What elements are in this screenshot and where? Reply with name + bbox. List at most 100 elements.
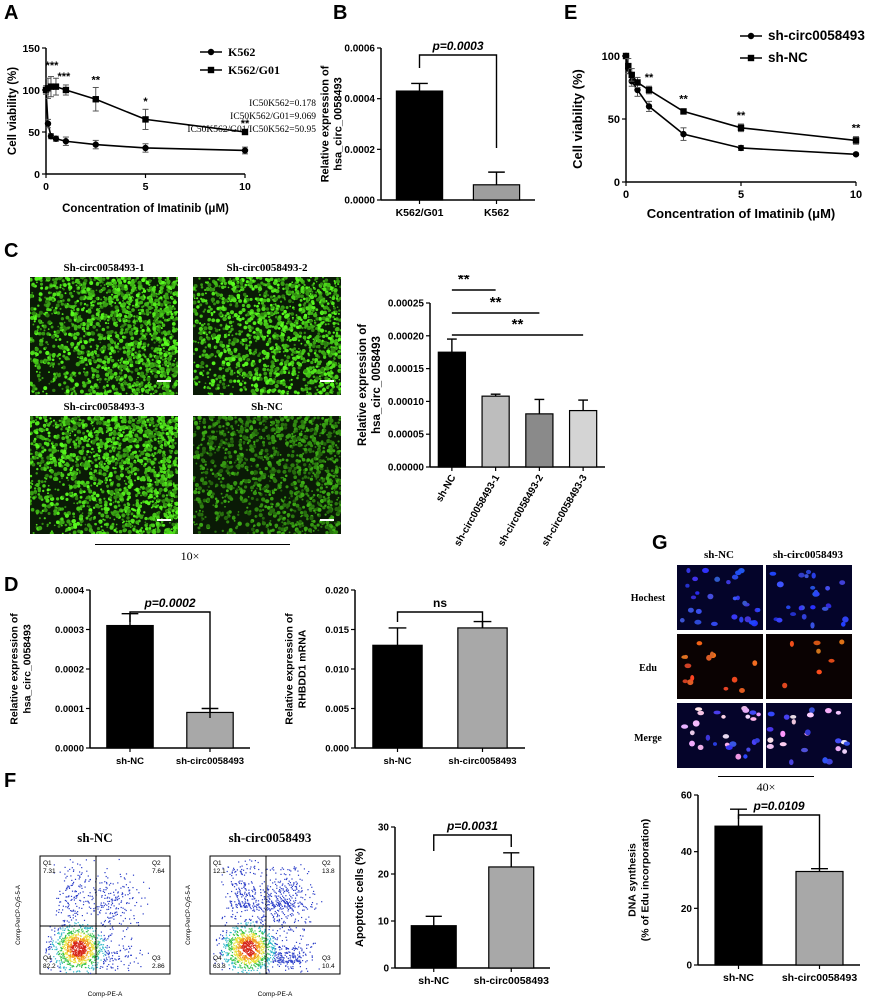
cell-dot — [106, 431, 108, 433]
cell-dot — [172, 283, 174, 285]
cell-dot — [155, 528, 157, 530]
cell-dot — [45, 478, 47, 480]
cell-dot — [79, 315, 81, 317]
cell-dot — [57, 300, 60, 303]
cell-dot — [34, 352, 37, 355]
cell-dot — [127, 324, 131, 328]
cell-dot — [75, 480, 78, 483]
cell-dot — [162, 364, 164, 366]
cell-dot — [156, 521, 160, 525]
cell-dot — [155, 519, 158, 522]
cell-dot — [135, 495, 137, 497]
cell-dot — [135, 299, 138, 302]
cell-dot — [307, 353, 309, 355]
cell-dot — [108, 332, 111, 335]
cell-dot — [122, 346, 125, 349]
cell-dot — [333, 307, 336, 310]
cell-dot — [114, 488, 118, 492]
cell-dot — [122, 335, 125, 338]
cell-dot — [32, 463, 36, 467]
cell-dot — [238, 333, 241, 336]
bar — [411, 926, 456, 968]
data-point — [45, 120, 51, 126]
cell-dot — [86, 496, 89, 499]
cell-dot — [129, 474, 131, 476]
cell-dot — [109, 479, 112, 482]
cell-dot — [280, 362, 284, 366]
cell-dot — [282, 379, 284, 381]
cell-dot — [171, 432, 174, 435]
cell-dot — [219, 297, 221, 299]
cell-dot — [198, 277, 200, 279]
cell-dot — [98, 449, 102, 453]
cell-dot — [288, 299, 292, 303]
cell-dot — [216, 300, 220, 304]
micrograph-sh-1 — [30, 277, 178, 395]
cell-dot — [275, 343, 278, 346]
cell-dot — [83, 464, 87, 468]
y-tick-label: 0.0001 — [55, 704, 85, 715]
data-point — [634, 79, 640, 85]
cell-dot — [77, 356, 79, 358]
cell-dot — [124, 377, 126, 379]
cell-dot — [269, 381, 273, 385]
cell-dot — [128, 485, 132, 489]
cell-dot — [313, 287, 315, 289]
cell-dot — [225, 368, 229, 372]
cell-dot — [31, 360, 33, 362]
y-axis-label: DNA synthesis(% of Edu incorporation) — [627, 819, 652, 942]
y-tick-label: 30 — [378, 823, 390, 834]
cell-dot — [251, 389, 255, 393]
cell-dot — [104, 479, 106, 481]
cell-dot — [69, 453, 72, 456]
cell-dot — [63, 373, 66, 376]
cell-dot — [212, 333, 216, 337]
cell-dot — [224, 299, 228, 303]
cell-dot — [132, 310, 134, 312]
cell-dot — [61, 417, 63, 419]
y-tick-label: 0.00005 — [388, 430, 425, 441]
cell-dot — [244, 284, 247, 287]
cell-dot — [79, 296, 83, 300]
cell-dot — [86, 371, 88, 373]
cell-dot — [253, 441, 255, 443]
cell-dot — [128, 315, 132, 319]
cell-dot — [335, 327, 339, 331]
cell-dot — [199, 327, 203, 331]
cell-dot — [123, 364, 127, 368]
panel-label-g: G — [652, 532, 668, 555]
cell-dot — [316, 298, 320, 302]
cell-dot — [150, 439, 152, 441]
cell-dot — [238, 315, 240, 317]
cell-dot — [196, 305, 199, 308]
cell-dot — [35, 431, 38, 434]
cell-dot — [47, 492, 49, 494]
cell-dot — [101, 466, 104, 469]
cell-dot — [96, 485, 98, 487]
x-tick-label: sh-circ0058493-1 — [452, 473, 502, 549]
cell-dot — [54, 507, 56, 509]
cell-dot — [338, 319, 341, 322]
cell-dot — [236, 429, 238, 431]
cell-dot — [119, 319, 122, 322]
cell-dot — [70, 427, 74, 431]
x-tick-label: sh-circ0058493 — [176, 756, 244, 767]
cell-dot — [272, 362, 275, 365]
cell-dot — [299, 327, 301, 329]
cell-dot — [146, 281, 150, 285]
cell-dot — [109, 390, 112, 393]
cell-dot — [259, 377, 263, 381]
cell-dot — [163, 295, 165, 297]
cell-dot — [298, 352, 302, 356]
cell-dot — [216, 340, 219, 343]
cell-dot — [121, 324, 124, 327]
cell-dot — [330, 366, 333, 369]
cell-dot — [216, 350, 220, 354]
cell-dot — [234, 450, 237, 453]
cell-dot — [284, 297, 286, 299]
cell-dot — [334, 352, 337, 355]
cell-dot — [34, 315, 36, 317]
cell-dot — [59, 443, 63, 447]
cell-dot — [239, 388, 242, 391]
cell-dot — [208, 392, 210, 394]
